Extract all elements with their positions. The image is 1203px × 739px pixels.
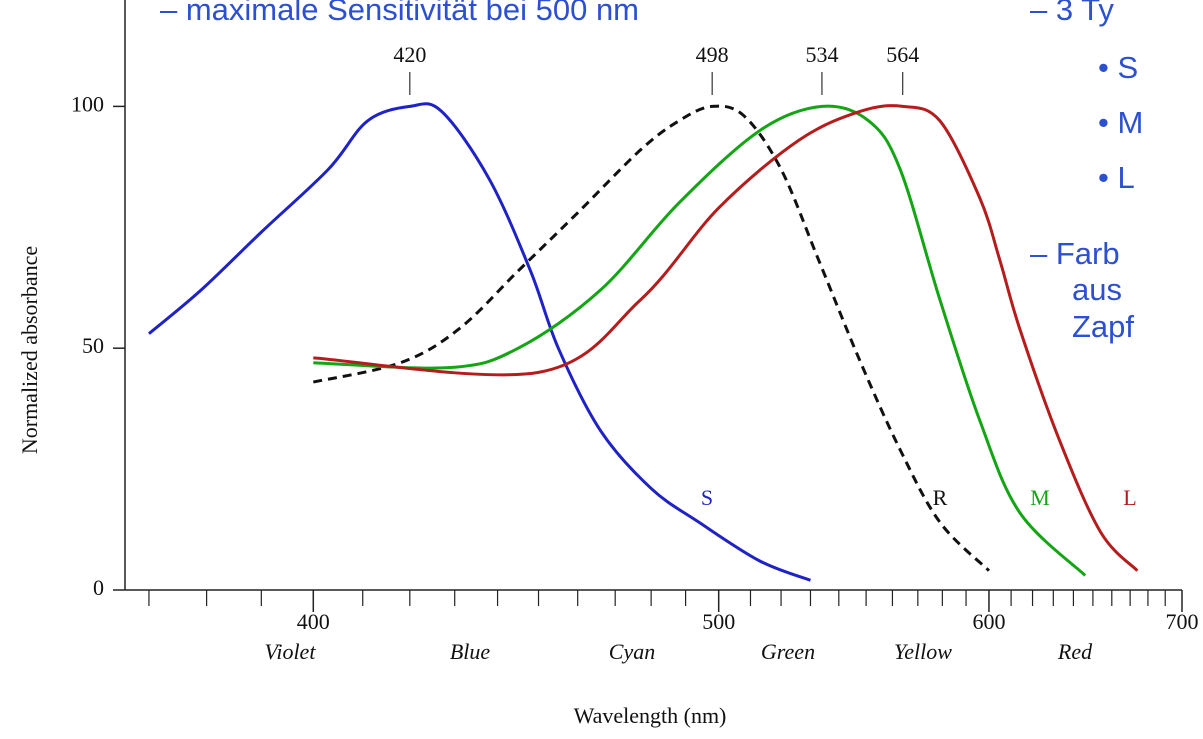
slide-text: • M [1098,105,1143,140]
series-line [313,104,1087,577]
series-line [147,102,812,582]
series-label: R [933,485,948,510]
y-axis-label: Normalized absorbance [17,246,42,454]
series-label: L [1123,485,1136,510]
color-name: Violet [265,639,317,664]
y-tick-label: 50 [82,333,104,358]
slide-text: Zapf [1072,309,1134,344]
color-name: Blue [450,639,491,664]
color-name: Green [761,639,815,664]
x-tick-label: 700 [1166,609,1199,634]
slide-text: • S [1098,50,1138,85]
slide-text: • L [1098,160,1135,195]
peak-label: 564 [886,42,919,67]
y-tick-label: 100 [71,91,104,116]
color-name: Red [1057,639,1093,664]
slide-text: – Farb [1030,236,1120,271]
peak-label: 498 [696,42,729,67]
color-name: Cyan [609,639,655,664]
y-tick-label: 0 [93,575,104,600]
x-tick-label: 600 [972,609,1005,634]
color-name: Yellow [894,639,952,664]
slide-text: – maximale Sensitivität bei 500 nm [160,0,639,27]
slide-text: aus [1072,272,1122,307]
slide-text: – 3 Ty [1030,0,1114,27]
x-tick-label: 500 [702,609,735,634]
peak-label: 420 [393,42,426,67]
x-axis-label: Wavelength (nm) [574,703,727,728]
series-label: S [701,485,713,510]
series-label: M [1030,485,1050,510]
peak-label: 534 [805,42,838,67]
series-line [313,104,1139,572]
x-tick-label: 400 [297,609,330,634]
series-line [312,104,991,572]
